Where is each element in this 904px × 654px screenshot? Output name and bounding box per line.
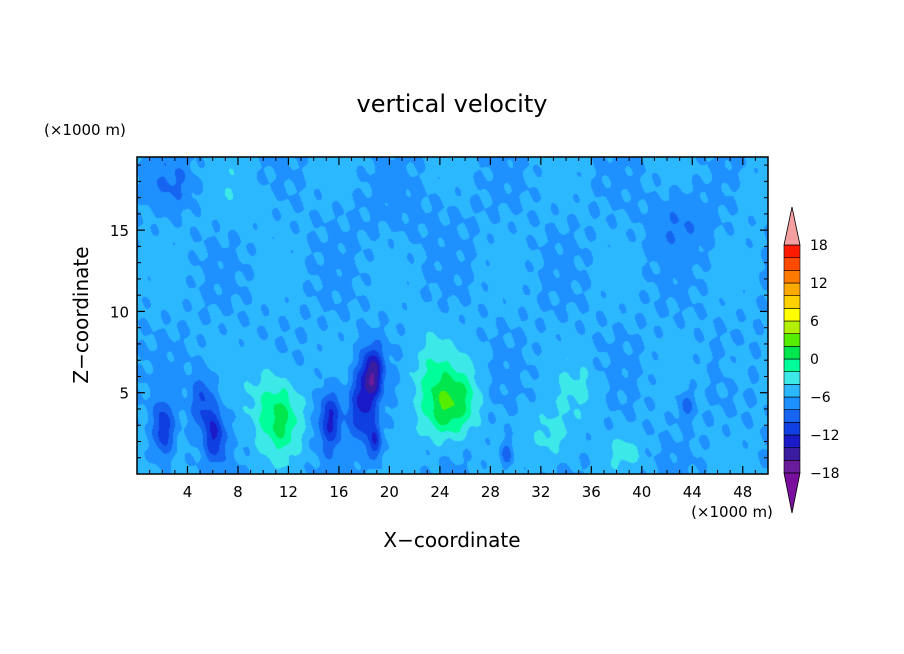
- x-tick-label: 28: [481, 483, 500, 501]
- colorbar-segment: [783, 257, 801, 271]
- colorbar-segment: [783, 409, 801, 423]
- colorbar-segment: [783, 346, 801, 360]
- heatmap-image: [137, 157, 768, 474]
- colorbar: 18 12 6 0 −6 −12 −18: [783, 206, 840, 514]
- x-tick-label: 20: [380, 483, 399, 501]
- colorbar-tick-label: 6: [810, 314, 819, 330]
- y-tick-label: 15: [110, 222, 129, 240]
- y-tick-label: 5: [119, 385, 129, 403]
- x-tick-label: 24: [430, 483, 449, 501]
- colorbar-segment: [783, 422, 801, 436]
- colorbar-segment: [783, 295, 801, 309]
- y-axis-unit: (×1000 m): [44, 121, 126, 139]
- x-tick-label: 4: [183, 483, 193, 501]
- colorbar-segment: [783, 396, 801, 410]
- x-tick-label: 8: [233, 483, 243, 501]
- x-tick-label: 40: [632, 483, 651, 501]
- x-tick-label: 16: [329, 483, 348, 501]
- x-axis-ticks: 4 8 12 16 20 24 28 32 36 40 44 48: [149, 157, 756, 501]
- x-tick-label: 12: [279, 483, 298, 501]
- x-axis-label: X−coordinate: [383, 528, 520, 552]
- x-tick-label: 36: [582, 483, 601, 501]
- colorbar-segment: [783, 333, 801, 347]
- x-tick-label: 44: [683, 483, 702, 501]
- colorbar-tick-label: −12: [810, 428, 840, 444]
- chart-title: vertical velocity: [357, 90, 548, 118]
- colorbar-segment: [783, 308, 801, 322]
- x-axis-unit: (×1000 m): [691, 503, 773, 521]
- colorbar-segment: [783, 270, 801, 284]
- colorbar-segment: [783, 371, 801, 385]
- colorbar-over-arrow: [783, 206, 801, 246]
- colorbar-segment: [783, 282, 801, 296]
- colorbar-tick-label: 12: [810, 276, 828, 292]
- y-axis-label: Z−coordinate: [69, 246, 93, 383]
- y-tick-label: 10: [110, 303, 129, 321]
- colorbar-tick-label: 18: [810, 238, 828, 254]
- colorbar-under-arrow: [783, 472, 801, 514]
- colorbar-tick-label: 0: [810, 352, 819, 368]
- y-axis-ticks: 5 10 15: [110, 164, 768, 459]
- colorbar-segment: [783, 460, 801, 474]
- x-tick-label: 32: [531, 483, 550, 501]
- colorbar-segment: [783, 384, 801, 398]
- colorbar-tick-label: −6: [810, 390, 831, 406]
- colorbar-segment: [783, 358, 801, 372]
- colorbar-segment: [783, 434, 801, 448]
- colorbar-segment: [783, 320, 801, 334]
- colorbar-segment: [783, 244, 801, 258]
- x-tick-label: 48: [733, 483, 752, 501]
- colorbar-tick-label: −18: [810, 466, 840, 482]
- heatmap: [137, 157, 768, 474]
- colorbar-segment: [783, 447, 801, 461]
